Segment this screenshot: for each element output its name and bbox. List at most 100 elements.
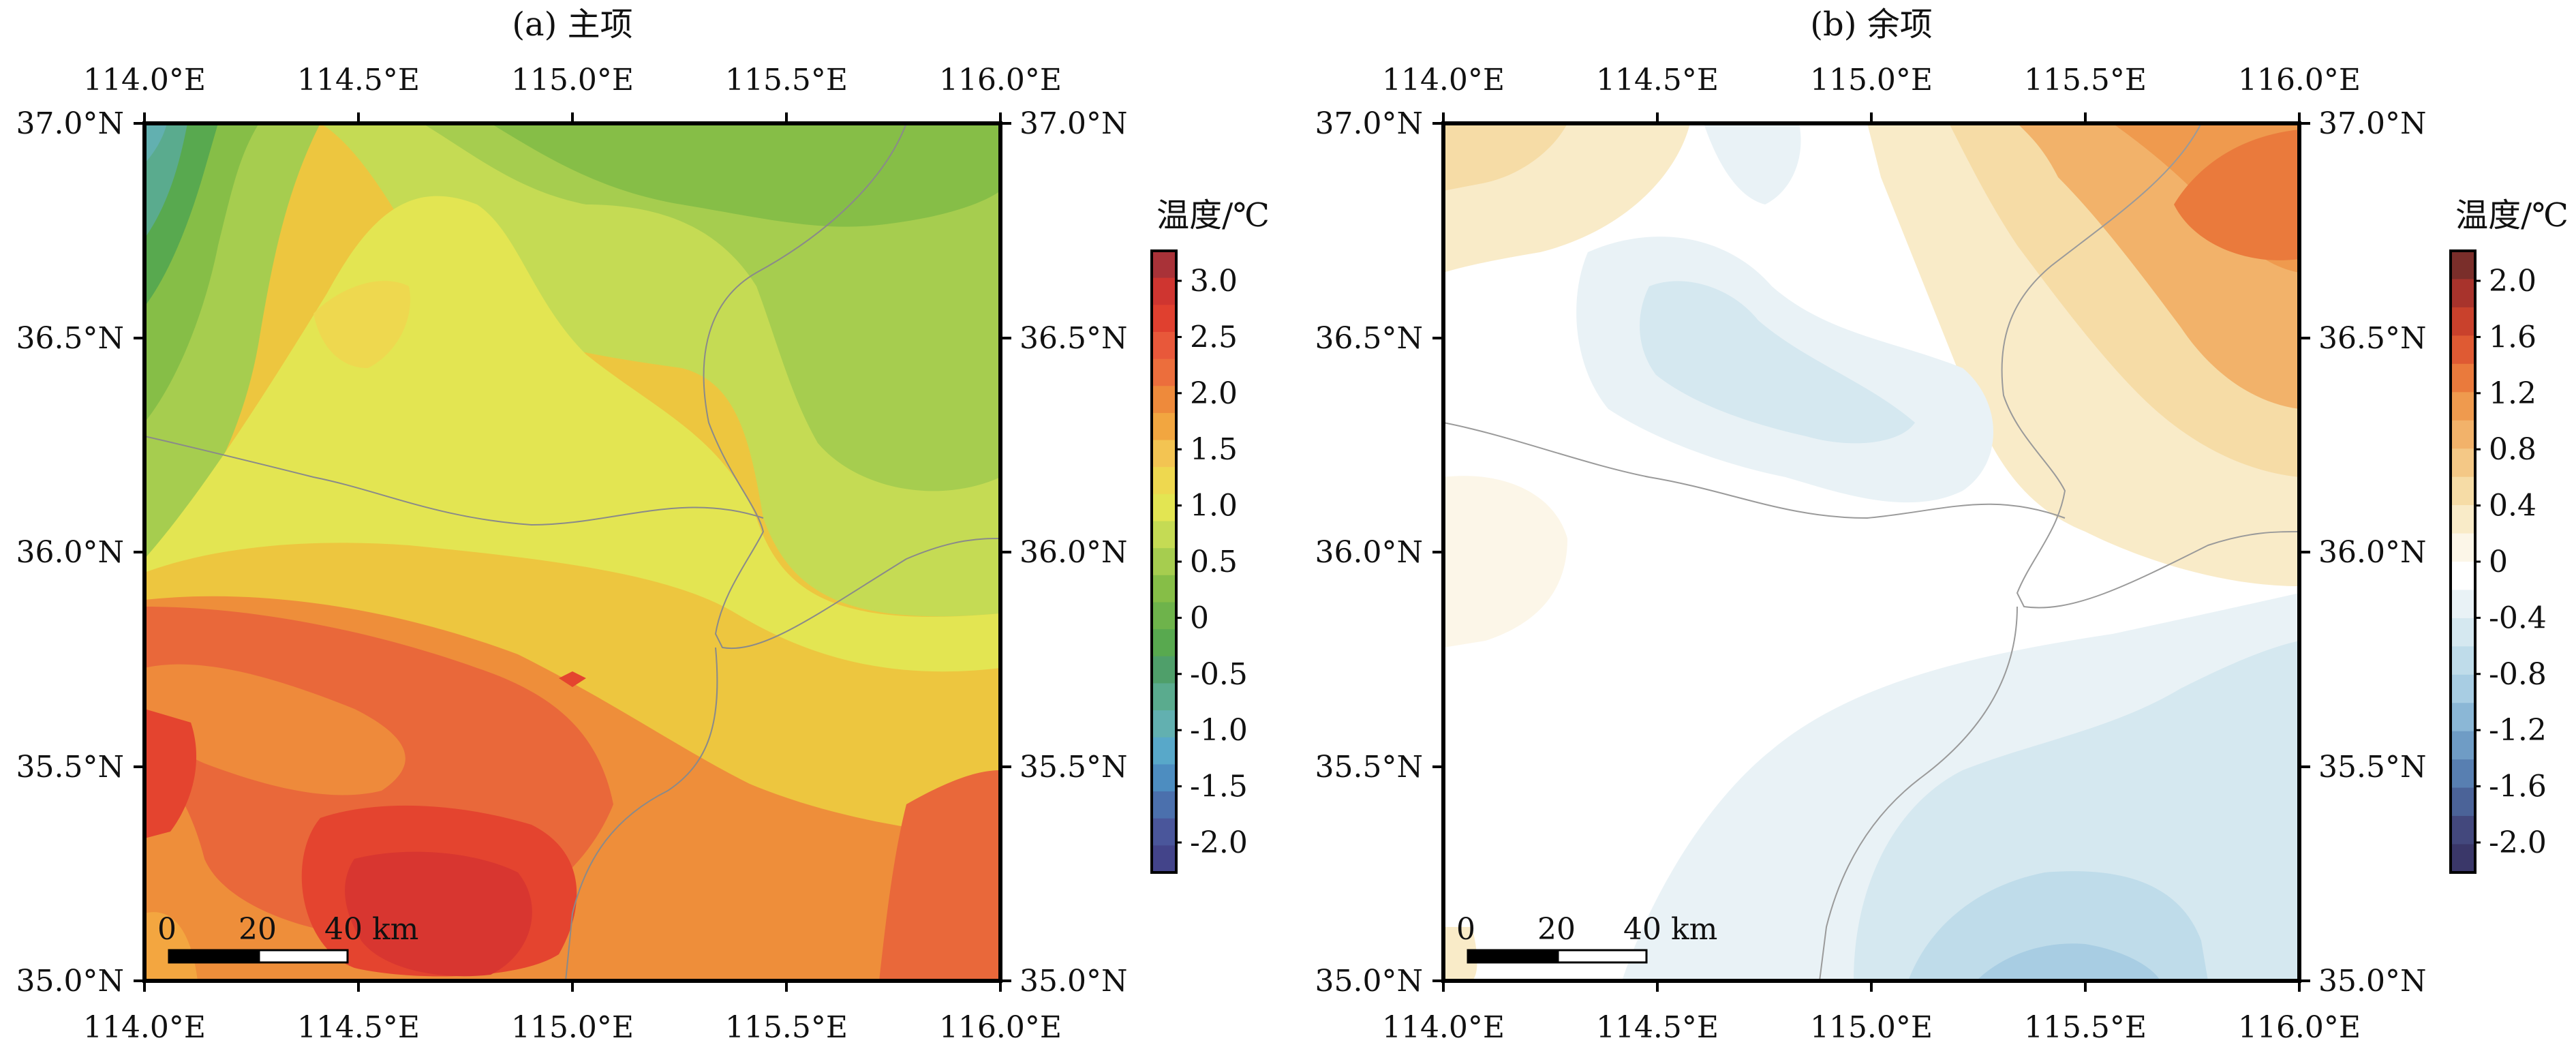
tick-label: 35.0°N [2318, 964, 2426, 999]
colorbar-swatch [1152, 602, 1176, 630]
colorbar-swatch [2451, 674, 2475, 703]
colorbar-label: 0.4 [2489, 489, 2536, 523]
panel-b-ticks [1432, 112, 2310, 992]
tick-label: 35.5°N [1019, 750, 1127, 785]
tick-label: 37.0°N [16, 106, 124, 141]
panel-a-right-axis: 37.0°N 36.5°N 36.0°N 35.5°N 35.0°N [1019, 106, 1127, 999]
colorbar-swatch [2451, 392, 2475, 421]
tick-label: 115.0°E [511, 63, 634, 97]
colorbar-swatch [1152, 629, 1176, 657]
panel-b-title: (b) 余项 [1810, 5, 1932, 44]
colorbar-swatch [1152, 467, 1176, 495]
colorbar-swatch [1152, 737, 1176, 765]
colorbar-swatch [1152, 575, 1176, 603]
tick-label: 114.0°E [1382, 63, 1505, 97]
colorbar-swatch [2451, 562, 2475, 591]
colorbar-swatch [1152, 386, 1176, 414]
colorbar-label: 0 [1190, 600, 1209, 635]
scalebar-label: 20 [1537, 912, 1576, 947]
colorbar-swatch [2451, 449, 2475, 478]
colorbar-swatch [1152, 764, 1176, 792]
colorbar-swatch [2451, 335, 2475, 365]
colorbar-swatch [1152, 710, 1176, 738]
tick-label: 114.0°E [83, 1010, 206, 1045]
tick-label: 114.0°E [83, 63, 206, 97]
tick-label: 114.5°E [297, 1010, 420, 1045]
tick-label: 36.0°N [16, 535, 124, 570]
colorbar-swatch [2451, 731, 2475, 760]
tick-label: 35.5°N [2318, 750, 2426, 785]
colorbar-swatch [1152, 277, 1176, 305]
tick-label: 115.0°E [1810, 1010, 1933, 1045]
panel-a-top-axis: 114.0°E 114.5°E 115.0°E 115.5°E 116.0°E [83, 63, 1062, 97]
panel-a: (a) 主项 [16, 5, 1270, 1045]
panel-b-scalebar: 0 20 40 km [1456, 912, 1717, 964]
colorbar-label: -2.0 [2489, 825, 2547, 860]
colorbar-swatch [1152, 521, 1176, 549]
colorbar-label: 2.0 [2489, 264, 2536, 299]
panel-b-top-axis: 114.0°E 114.5°E 115.0°E 115.5°E 116.0°E [1382, 63, 2361, 97]
scalebar-label: 0 [1456, 912, 1475, 947]
panel-b-map [1443, 123, 2299, 981]
colorbar-label: -1.5 [1190, 770, 1248, 804]
colorbar-swatch [2451, 251, 2475, 280]
tick-label: 36.0°N [1019, 535, 1127, 570]
colorbar-label: 0.5 [1190, 545, 1238, 579]
colorbar-swatch [2451, 476, 2475, 506]
colorbar-swatch [1152, 412, 1176, 441]
panel-b-right-axis: 37.0°N 36.5°N 36.0°N 35.5°N 35.0°N [2318, 106, 2426, 999]
colorbar-swatch [1152, 548, 1176, 576]
tick-label: 115.0°E [1810, 63, 1933, 97]
colorbar-label: 2.5 [1190, 320, 1238, 354]
colorbar-swatch [1152, 331, 1176, 360]
colorbar-swatch [1152, 845, 1176, 873]
colorbar-label: 1.0 [1190, 489, 1238, 523]
colorbar-swatch [2451, 703, 2475, 732]
colorbar-labels: 3.0 2.5 2.0 1.5 1.0 0.5 0 -0.5 -1.0 -1.5 -2.0 [1176, 264, 1248, 860]
colorbar-label: 0.8 [2489, 432, 2536, 467]
colorbar-swatch [2451, 618, 2475, 647]
scalebar-label: 40 km [1623, 912, 1717, 947]
tick-label: 36.5°N [2318, 321, 2426, 356]
tick-label: 116.0°E [939, 1010, 1062, 1045]
colorbar-label: 3.0 [1190, 264, 1238, 299]
tick-label: 35.0°N [1019, 964, 1127, 999]
colorbar-swatch [2451, 533, 2475, 562]
tick-label: 36.5°N [1315, 321, 1423, 356]
panel-a-title: (a) 主项 [512, 5, 632, 44]
tick-label: 116.0°E [939, 63, 1062, 97]
colorbar-label: -0.8 [2489, 657, 2547, 692]
colorbar-label: -1.0 [1190, 713, 1248, 748]
panel-a-bottom-axis: 114.0°E 114.5°E 115.0°E 115.5°E 116.0°E [83, 1010, 1062, 1045]
tick-label: 114.0°E [1382, 1010, 1505, 1045]
panel-b-colorbar: 温度/℃ 2.0 1.6 1.2 0.8 0.4 0 -0.4 -0.8 -1.2 -1.6 -2.… [2449, 196, 2569, 874]
tick-label: 115.5°E [725, 1010, 848, 1045]
colorbar-swatch [2451, 787, 2475, 817]
colorbar-label: -0.4 [2489, 600, 2547, 635]
colorbar-swatch [2451, 363, 2475, 393]
colorbar-swatch [1152, 493, 1176, 522]
colorbar-swatch [1152, 251, 1176, 279]
tick-label: 36.0°N [2318, 535, 2426, 570]
panel-a-scalebar: 0 20 40 km [157, 912, 418, 964]
tick-label: 36.5°N [1019, 321, 1127, 356]
tick-label: 36.0°N [1315, 535, 1423, 570]
colorbar-label: 0 [2489, 545, 2508, 579]
colorbar-swatch [2451, 279, 2475, 308]
colorbar-swatch [1152, 656, 1176, 684]
colorbar-swatches [2451, 251, 2475, 873]
colorbar-swatch [2451, 590, 2475, 619]
colorbar-swatch [1152, 305, 1176, 333]
colorbar-swatch [2451, 420, 2475, 449]
tick-label: 115.5°E [725, 63, 848, 97]
panel-a-colorbar: 温度/℃ 3.0 2.5 2.0 1.5 1.0 0.5 0 -0.5 -1.0 -1.5 -2.0 [1150, 196, 1270, 874]
colorbar-label: -0.5 [1190, 657, 1248, 692]
scalebar-label: 20 [239, 912, 277, 947]
colorbar-title: 温度/℃ [2455, 196, 2569, 234]
panel-b-left-axis: 37.0°N 36.5°N 36.0°N 35.5°N 35.0°N [1315, 106, 1423, 999]
tick-label: 35.0°N [1315, 964, 1423, 999]
colorbar-swatch [2451, 816, 2475, 845]
tick-label: 114.5°E [1596, 1010, 1719, 1045]
colorbar-label: 1.6 [2489, 320, 2536, 354]
